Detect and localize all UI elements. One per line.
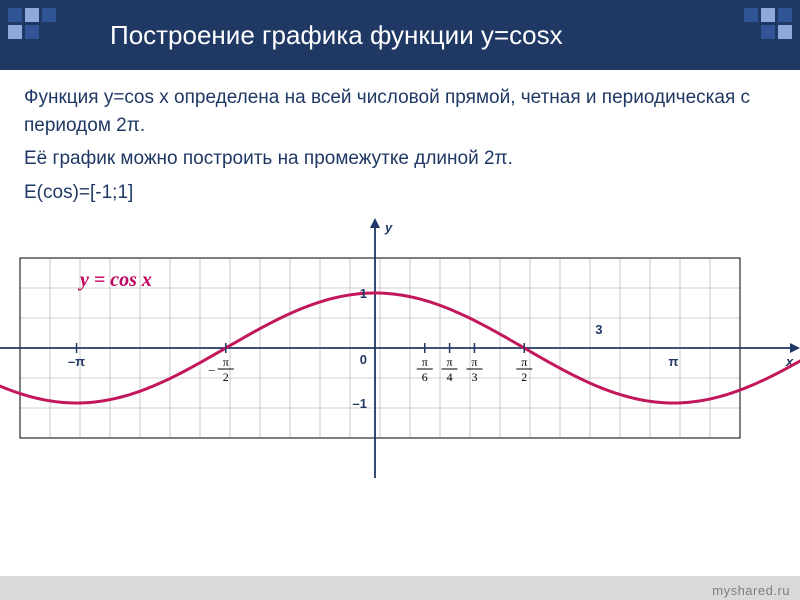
svg-text:–1: –1 [353, 396, 367, 411]
svg-text:π: π [422, 355, 428, 369]
svg-text:π: π [223, 355, 229, 369]
title-bar: Построение графика функции y=cosx [0, 0, 800, 70]
svg-text:0: 0 [360, 352, 367, 367]
watermark: myshared.ru [712, 583, 790, 598]
svg-text:–: – [208, 362, 216, 376]
chart-svg: yxy = cos x10–1–ππ2π3–3π2–π2π6π4π3π23π2 [0, 218, 800, 518]
body-text: Функция y=cos x определена на всей число… [0, 70, 800, 218]
paragraph-3: E(cos)=[-1;1] [24, 179, 776, 207]
svg-text:y: y [384, 220, 393, 235]
paragraph-1: Функция y=cos x определена на всей число… [24, 84, 776, 139]
footer-bar: myshared.ru [0, 576, 800, 600]
decoration-top-left [8, 8, 88, 39]
svg-text:π: π [447, 355, 453, 369]
svg-text:2: 2 [223, 370, 229, 384]
svg-text:π: π [668, 354, 678, 369]
svg-text:4: 4 [447, 370, 453, 384]
paragraph-2: Её график можно построить на промежутке … [24, 145, 776, 173]
svg-text:–π: –π [68, 354, 85, 369]
svg-text:3: 3 [471, 370, 477, 384]
page-title: Построение графика функции y=cosx [110, 20, 563, 51]
svg-text:2: 2 [521, 370, 527, 384]
cosine-chart: yxy = cos x10–1–ππ2π3–3π2–π2π6π4π3π23π2 [0, 218, 800, 518]
svg-text:π: π [521, 355, 527, 369]
svg-text:1: 1 [360, 286, 367, 301]
svg-text:3: 3 [595, 322, 602, 337]
svg-text:y = cos x: y = cos x [78, 269, 152, 291]
svg-text:6: 6 [422, 370, 428, 384]
decoration-top-right [712, 8, 792, 39]
svg-text:π: π [471, 355, 477, 369]
